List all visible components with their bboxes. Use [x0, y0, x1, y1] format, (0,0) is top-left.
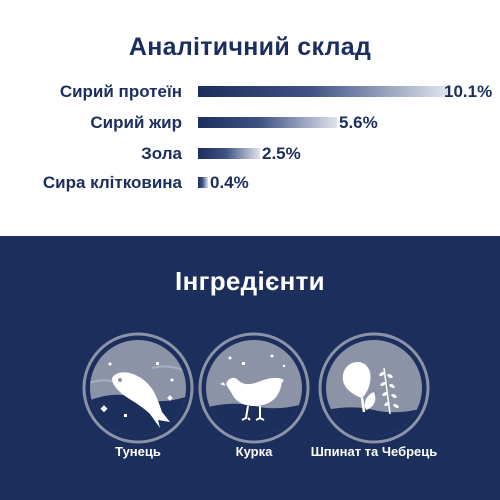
nutrient-bar — [198, 86, 448, 97]
nutrient-bar — [198, 117, 337, 128]
ingredient-spinach-thyme: Шпинат та Чебрець — [311, 332, 437, 472]
nutrient-label: Зола — [141, 144, 182, 163]
nutrient-row-protein: Сирий протеїн 10.1% — [0, 80, 500, 104]
ingredient-label: Шпинат та Чебрець — [310, 444, 438, 459]
ingredient-label: Тунець — [115, 444, 161, 459]
tuna-icon — [82, 332, 194, 444]
nutrient-row-fat: Сирий жир 5.6% — [0, 111, 500, 135]
ingredients-title: Інгредієнти — [175, 266, 325, 296]
chicken-icon — [198, 332, 310, 444]
analysis-section: Аналітичний склад Сирий протеїн 10.1% Си… — [0, 0, 500, 236]
nutrient-value: 10.1% — [444, 82, 493, 101]
nutrient-bar — [198, 177, 208, 188]
nutrient-value: 0.4% — [210, 173, 249, 192]
nutrient-label: Сирий жир — [90, 113, 182, 132]
ingredient-tuna: Тунець — [78, 332, 198, 472]
ingredient-label: Курка — [235, 444, 273, 459]
nutrient-label: Сирий протеїн — [59, 82, 182, 101]
nutrient-value: 5.6% — [339, 113, 378, 132]
spinach-thyme-icon — [318, 332, 430, 444]
nutrient-bar — [198, 148, 260, 159]
nutrient-label: Сира клітковина — [42, 173, 182, 192]
analysis-title: Аналітичний склад — [128, 33, 372, 61]
nutrient-row-ash: Зола 2.5% — [0, 142, 500, 166]
ingredient-chicken: Курка — [194, 332, 314, 472]
nutrient-row-fiber: Сира клітковина 0.4% — [0, 171, 500, 195]
nutrient-value: 2.5% — [262, 144, 301, 163]
